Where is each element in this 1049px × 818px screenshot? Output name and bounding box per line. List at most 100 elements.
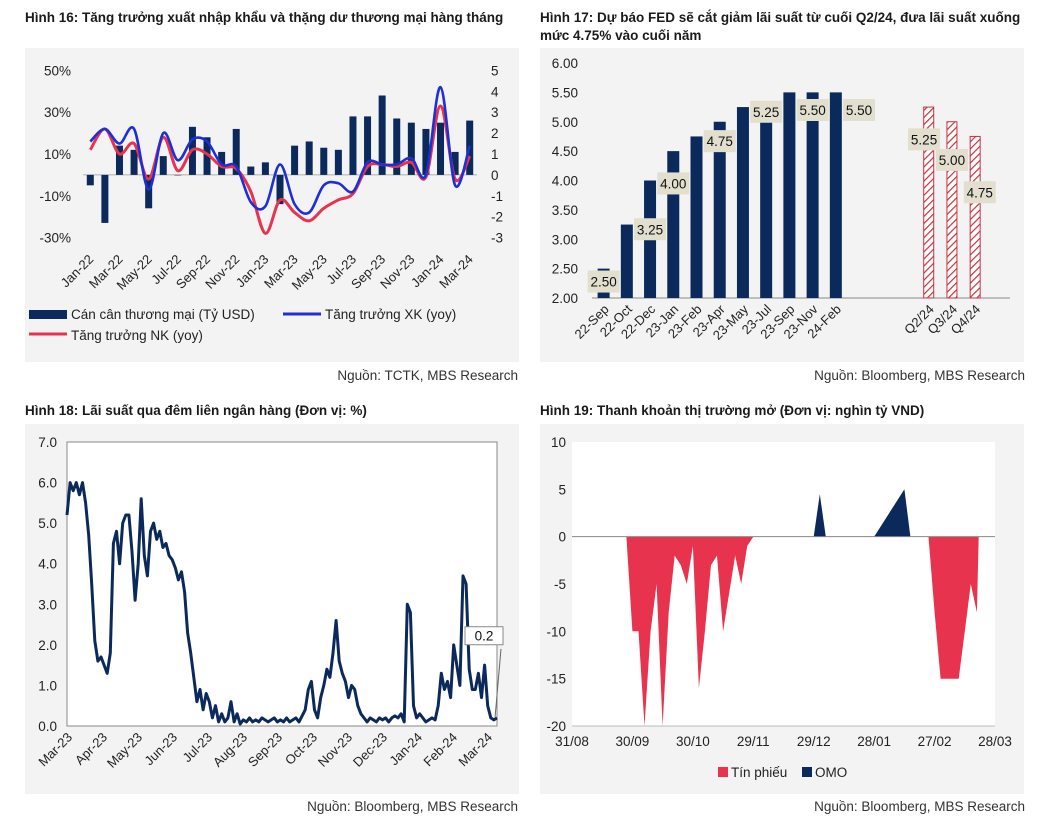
x-axis-tick: Sep-23 [245,730,285,770]
fed-rate-bar [713,121,726,298]
figure-16-title: Hình 16: Tăng trưởng xuất nhập khẩu và t… [25,10,504,25]
fed-forecast-bar [969,135,981,299]
data-label-bg [750,100,783,123]
data-label-bg [963,181,996,204]
legend-label-omo: OMO [815,765,847,780]
data-label: 5.00 [935,148,968,171]
x-axis-tick: Nov-23 [315,730,355,770]
trade-balance-bar [86,174,94,186]
data-label-bg [587,270,620,293]
tin-phieu-area [572,536,979,726]
y-axis-tick: 7.0 [38,435,57,450]
figure-17-source: Nguồn: Bloomberg, MBS Research [814,368,1025,383]
data-label: 4.75 [963,181,996,204]
trade-balance-bar [407,122,415,175]
data-label-bg [935,148,968,171]
trade-balance-bar [232,128,240,175]
data-label: 5.25 [908,128,941,151]
x-axis-tick: Mar-24 [455,730,495,770]
data-label: 4.00 [657,172,690,195]
right-axis-tick: 3 [491,105,499,120]
trade-balance-bar [422,128,430,175]
fed-forecast-bar [923,106,935,299]
x-axis-tick: 30/09 [616,734,650,749]
trade-balance-bar [349,116,357,175]
figure-16-chart: 50%30%10%-10%-30%543210-1-2-3Jan-22Mar-2… [29,63,503,343]
fed-rate-bar [736,107,749,298]
data-label: 4.75 [703,130,736,153]
fed-rate-bar [690,136,703,298]
y-axis-tick: 3.0 [38,597,57,612]
x-axis-tick: Dec-23 [350,730,390,770]
legend-label-import: Tăng trưởng NK (yoy) [71,328,203,343]
data-label-bg [703,130,736,153]
x-axis-tick: Mar-24 [436,252,476,292]
right-axis-tick: -3 [491,231,503,246]
legend-swatch-omo [802,767,812,777]
data-label-text: 5.50 [799,103,825,118]
figure-16-source: Nguồn: TCTK, MBS Research [337,368,518,383]
right-axis-tick: 5 [491,63,499,78]
x-axis-tick: Feb-24 [420,730,460,770]
legend-label-export: Tăng trưởng XK (yoy) [325,307,456,322]
trade-balance-bar [145,174,153,209]
figure-17-chart: 6.00 5.50 5.00 4.50 4.00 3.50 3.00 2.50 2.00 2.50… [552,56,1010,343]
left-axis-tick: 50% [44,63,71,78]
y-axis-tick: -10 [546,624,566,639]
data-label-bg [634,218,667,241]
figure-18-chart: 7.06.05.04.03.02.01.00.00.2Mar-23Apr-23M… [35,435,504,771]
y-axis-tick: 0.0 [38,719,57,734]
trade-balance-bar [320,147,328,175]
figure-17-title: Hình 17: Dự báo FED sẽ cắt giảm lãi suất… [540,10,1021,43]
data-label-bg [796,99,829,121]
trade-balance-bar [130,149,138,175]
x-axis-tick: 27/02 [918,734,952,749]
data-label-bg [908,128,941,151]
fed-forecast-bar [946,121,958,299]
y-axis-tick: 2.00 [552,291,578,306]
y-axis-tick: 5.00 [552,115,578,130]
data-label-text: 5.25 [753,105,779,120]
trade-balance-bar [291,145,299,175]
y-axis-tick: 1.0 [38,678,57,693]
right-axis-tick: 4 [491,84,499,99]
figure-18-title: Hình 18: Lãi suất qua đêm liên ngân hàng… [25,403,367,418]
figure-17-panel [540,48,1024,362]
last-label-leader [494,648,502,718]
x-axis-tick: 31/08 [555,734,589,749]
data-label-bg [843,99,876,121]
y-axis-tick: 3.00 [552,232,578,247]
x-axis-tick: Aug-23 [210,730,250,770]
x-axis-tick: 28/01 [857,734,891,749]
trade-balance-bar [393,118,401,175]
legend: Cán cân thương mại (Tỷ USD) Tăng trưởng X… [29,307,456,343]
figure-18-source: Nguồn: Bloomberg, MBS Research [307,799,518,814]
left-axis-tick: 10% [44,147,71,162]
trade-balance-bar [334,149,342,175]
legend-label-trade-balance: Cán cân thương mại (Tỷ USD) [71,307,255,322]
y-axis-tick: 4.0 [38,557,57,572]
y-axis-tick: 4.50 [552,144,578,159]
interbank-rate-line [65,481,498,726]
data-label-text: 4.75 [707,134,733,149]
figure-19-title: Hình 19: Thanh khoản thị trường mở (Đơn … [540,403,925,418]
data-label-text: 4.00 [660,176,686,191]
data-label-text: 3.25 [637,222,663,237]
y-axis-tick: 5.0 [38,516,57,531]
left-axis-tick: -10% [39,189,71,204]
y-axis-tick: 6.0 [38,476,57,491]
x-axis-tick: 30/10 [676,734,710,749]
y-axis-tick: 3.50 [552,203,578,218]
data-label-text: 5.25 [911,132,937,147]
y-axis-tick: 2.0 [38,638,57,653]
data-label-text: 5.50 [846,103,872,118]
legend-swatch-trade-balance [29,310,67,319]
y-axis-tick: -5 [554,577,566,592]
fed-rate-bar [783,92,796,298]
right-axis-tick: 2 [491,126,499,141]
y-axis-tick: 6.00 [552,56,578,71]
legend: Tín phiếu OMO [718,765,847,780]
x-axis-tick: May-23 [104,730,145,771]
x-axis-tick: Oct-23 [282,730,320,768]
